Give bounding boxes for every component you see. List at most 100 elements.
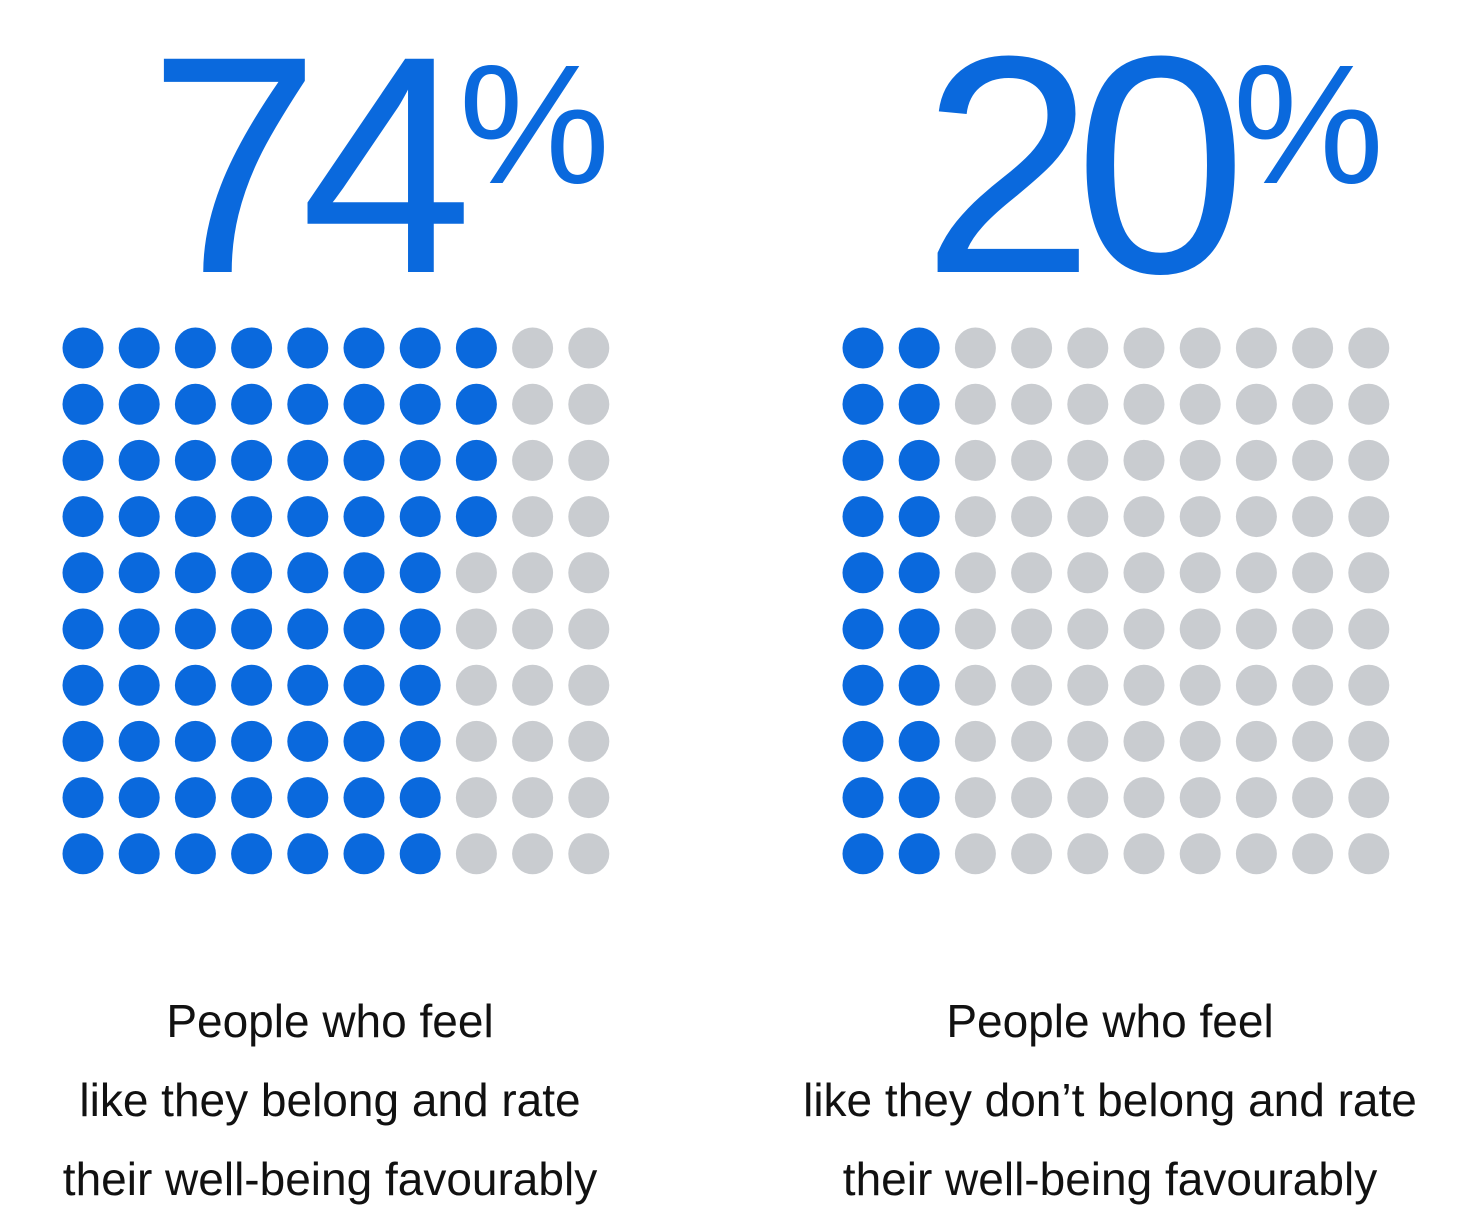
- waffle-dot-empty: [1292, 833, 1334, 875]
- waffle-dot-empty: [1067, 720, 1109, 762]
- waffle-dot-empty: [1067, 439, 1109, 481]
- waffle-dot-empty: [568, 383, 610, 425]
- waffle-dot-filled: [399, 496, 441, 538]
- waffle-dot-filled: [842, 439, 884, 481]
- waffle-dot-empty: [568, 608, 610, 650]
- waffle-dot-empty: [512, 777, 554, 819]
- waffle-dot-empty: [568, 833, 610, 875]
- waffle-dot-empty: [1348, 327, 1390, 369]
- waffle-dot-filled: [287, 327, 329, 369]
- waffle-dot-empty: [1348, 552, 1390, 594]
- waffle-dot-filled: [399, 327, 441, 369]
- waffle-dot-empty: [455, 608, 497, 650]
- waffle-dot-filled: [62, 439, 104, 481]
- waffle-dot-empty: [954, 327, 996, 369]
- belong-panel: 74 % People who feel like they belong an…: [0, 0, 680, 1228]
- waffle-dot-filled: [62, 833, 104, 875]
- waffle-dot-empty: [1292, 439, 1334, 481]
- waffle-dot-filled: [898, 608, 940, 650]
- waffle-dot-empty: [512, 552, 554, 594]
- waffle-dot-filled: [62, 608, 104, 650]
- waffle-dot-empty: [512, 833, 554, 875]
- waffle-dot-filled: [231, 383, 273, 425]
- waffle-dot-empty: [1292, 608, 1334, 650]
- waffle-dot-filled: [62, 496, 104, 538]
- waffle-dot-filled: [455, 496, 497, 538]
- waffle-dot-empty: [1123, 327, 1165, 369]
- waffle-dot-filled: [287, 833, 329, 875]
- waffle-dot-empty: [954, 608, 996, 650]
- waffle-dot-empty: [1292, 664, 1334, 706]
- waffle-dot-filled: [842, 496, 884, 538]
- waffle-dot-empty: [954, 777, 996, 819]
- waffle-dot-empty: [1067, 833, 1109, 875]
- waffle-dot-empty: [455, 777, 497, 819]
- waffle-dot-empty: [1011, 777, 1053, 819]
- not-belong-percentage: 20 %: [922, 10, 1384, 320]
- waffle-dot-filled: [231, 496, 273, 538]
- waffle-dot-filled: [842, 720, 884, 762]
- waffle-dot-empty: [1123, 664, 1165, 706]
- waffle-dot-filled: [231, 664, 273, 706]
- waffle-dot-empty: [512, 496, 554, 538]
- waffle-dot-filled: [399, 383, 441, 425]
- waffle-dot-filled: [399, 833, 441, 875]
- waffle-dot-empty: [1348, 777, 1390, 819]
- not-belong-percentage-value: 20: [922, 0, 1247, 338]
- waffle-dot-filled: [174, 664, 216, 706]
- waffle-dot-empty: [1123, 383, 1165, 425]
- waffle-dot-empty: [1179, 720, 1221, 762]
- waffle-dot-filled: [174, 833, 216, 875]
- waffle-dot-empty: [1235, 608, 1277, 650]
- not-belong-waffle-grid: [842, 327, 1390, 875]
- waffle-dot-empty: [1179, 383, 1221, 425]
- waffle-dot-filled: [174, 439, 216, 481]
- waffle-dot-empty: [1123, 720, 1165, 762]
- belong-caption-line-2: like they belong and rate: [79, 1074, 581, 1126]
- waffle-dot-filled: [287, 777, 329, 819]
- waffle-dot-empty: [1011, 327, 1053, 369]
- waffle-dot-empty: [1067, 496, 1109, 538]
- waffle-dot-empty: [1123, 608, 1165, 650]
- waffle-dot-filled: [399, 777, 441, 819]
- waffle-dot-filled: [898, 777, 940, 819]
- waffle-dot-filled: [174, 720, 216, 762]
- waffle-dot-filled: [455, 383, 497, 425]
- waffle-dot-filled: [231, 608, 273, 650]
- waffle-dot-empty: [1179, 552, 1221, 594]
- waffle-dot-empty: [568, 777, 610, 819]
- waffle-dot-empty: [568, 552, 610, 594]
- waffle-dot-empty: [512, 383, 554, 425]
- waffle-dot-filled: [118, 327, 160, 369]
- waffle-dot-empty: [1235, 383, 1277, 425]
- waffle-dot-filled: [62, 720, 104, 762]
- waffle-dot-empty: [1348, 664, 1390, 706]
- belong-caption-line-1: People who feel: [166, 995, 494, 1047]
- waffle-dot-empty: [1011, 608, 1053, 650]
- waffle-dot-empty: [1292, 552, 1334, 594]
- waffle-dot-filled: [842, 552, 884, 594]
- waffle-dot-filled: [287, 496, 329, 538]
- waffle-dot-empty: [1067, 664, 1109, 706]
- waffle-dot-filled: [174, 383, 216, 425]
- waffle-dot-empty: [1348, 383, 1390, 425]
- waffle-dot-filled: [898, 664, 940, 706]
- waffle-dot-filled: [118, 496, 160, 538]
- waffle-dot-filled: [842, 833, 884, 875]
- waffle-dot-filled: [231, 777, 273, 819]
- waffle-dot-filled: [174, 327, 216, 369]
- waffle-dot-filled: [399, 664, 441, 706]
- waffle-dot-filled: [287, 439, 329, 481]
- waffle-dot-empty: [568, 496, 610, 538]
- waffle-dot-empty: [512, 439, 554, 481]
- waffle-dot-filled: [118, 833, 160, 875]
- waffle-dot-empty: [1123, 496, 1165, 538]
- belong-waffle-grid: [62, 327, 610, 875]
- waffle-dot-empty: [455, 664, 497, 706]
- waffle-dot-filled: [343, 552, 385, 594]
- waffle-dot-empty: [1292, 383, 1334, 425]
- waffle-dot-empty: [954, 833, 996, 875]
- not-belong-caption: People who feel like they don’t belong a…: [760, 982, 1460, 1219]
- waffle-dot-empty: [954, 439, 996, 481]
- waffle-dot-empty: [1179, 833, 1221, 875]
